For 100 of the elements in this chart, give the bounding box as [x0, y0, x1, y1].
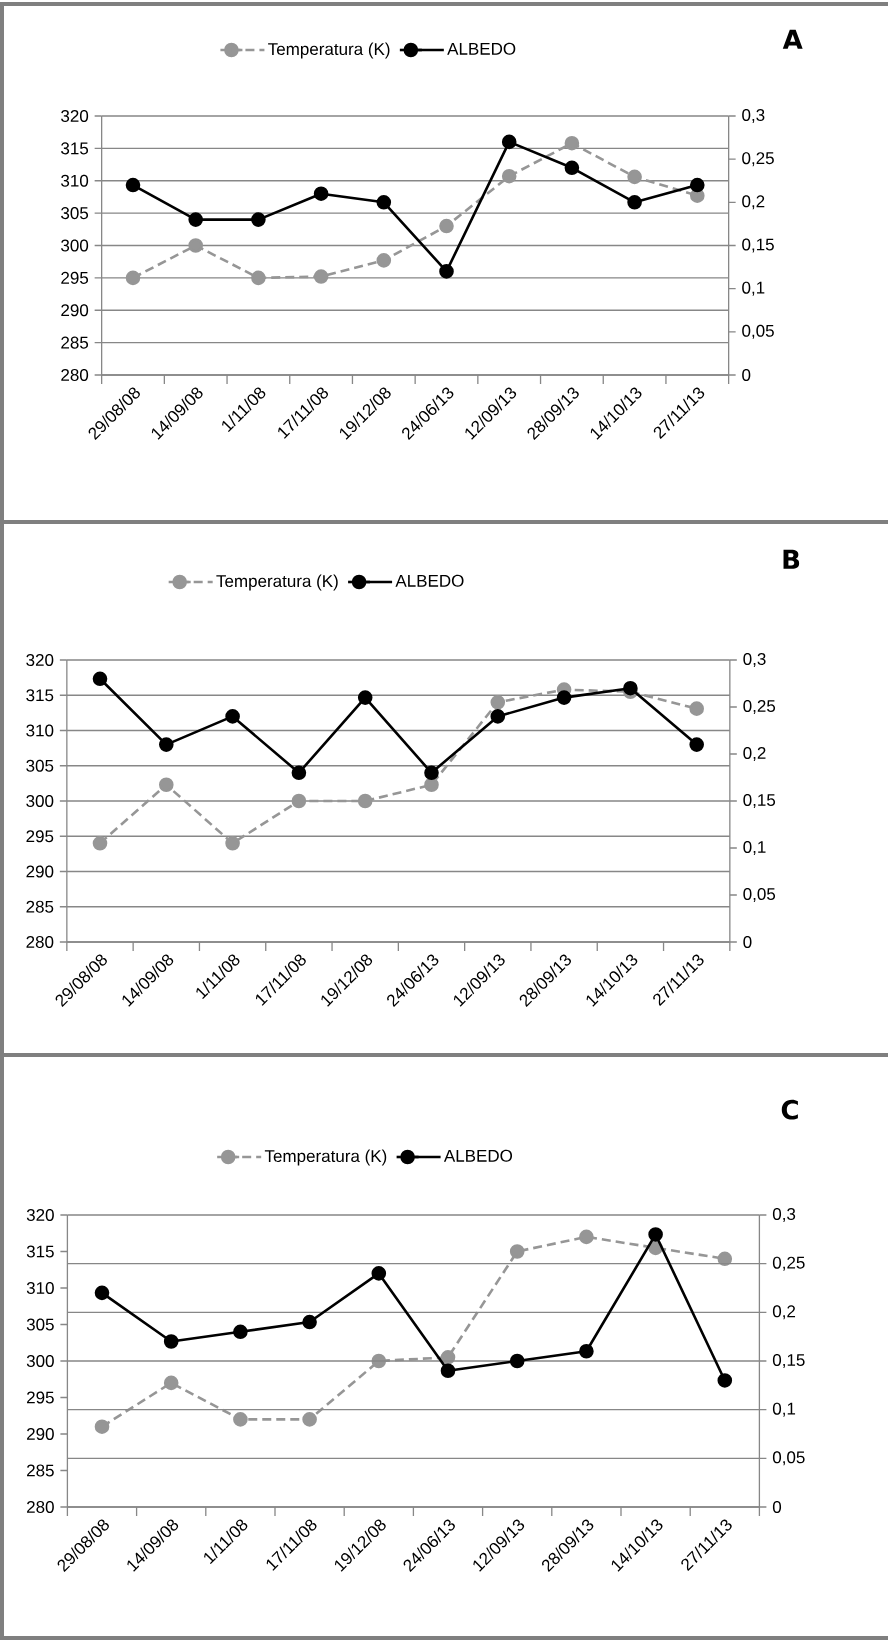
- point: [163, 1375, 179, 1391]
- legend-label: ALBEDO: [443, 1149, 513, 1162]
- point: [439, 218, 454, 234]
- y2-tick-label: 0,3: [743, 652, 766, 668]
- point: [225, 709, 240, 724]
- y-tick-label: 290: [61, 304, 89, 317]
- y-tick-label: 280: [61, 368, 89, 382]
- point: [371, 1266, 387, 1281]
- point: [94, 1285, 110, 1301]
- point: [291, 765, 307, 781]
- point: [717, 1373, 733, 1388]
- y2-tick-label: 0: [743, 935, 752, 949]
- y2-tick-label: 0,1: [743, 840, 766, 856]
- y-tick-label: 305: [26, 1318, 54, 1331]
- y-tick-label: 310: [26, 1281, 54, 1295]
- point: [94, 1419, 110, 1434]
- point: [302, 1412, 317, 1427]
- point: [125, 177, 141, 193]
- y2-tick-label: 0,15: [743, 793, 776, 809]
- y2-tick-label: 0,3: [742, 108, 765, 124]
- y-tick-label: 310: [26, 724, 54, 737]
- point: [376, 253, 392, 268]
- point: [302, 1314, 317, 1330]
- y-tick-label: 285: [61, 336, 89, 349]
- point: [490, 709, 506, 724]
- point: [125, 270, 141, 286]
- point: [439, 264, 454, 279]
- point: [564, 135, 580, 151]
- point: [564, 160, 580, 176]
- point: [357, 690, 373, 705]
- point: [556, 690, 572, 705]
- y-tick-label: 315: [26, 1245, 54, 1258]
- y-tick-label: 320: [26, 1208, 54, 1222]
- point: [92, 671, 108, 687]
- point: [690, 177, 705, 193]
- y-tick-label: 285: [26, 900, 54, 913]
- y-tick-label: 280: [27, 1500, 54, 1514]
- y2-tick-label: 0,2: [742, 195, 765, 210]
- y2-tick-label: 0,2: [772, 1305, 796, 1320]
- y2-tick-label: 0,1: [742, 281, 765, 296]
- point: [376, 195, 392, 210]
- point: [579, 1343, 594, 1359]
- point: [159, 777, 174, 793]
- y-tick-label: 310: [61, 174, 89, 187]
- point: [357, 793, 373, 809]
- y-tick-label: 285: [27, 1464, 54, 1477]
- y2-tick-label: 0,05: [743, 887, 776, 903]
- y2-tick-label: 0,15: [742, 238, 774, 253]
- y2-tick-label: 0,05: [772, 1451, 805, 1466]
- y2-tick-label: 0: [742, 368, 751, 382]
- point: [440, 1363, 456, 1379]
- y-tick-label: 315: [26, 689, 54, 702]
- point: [689, 737, 704, 752]
- y-tick-label: 305: [61, 207, 89, 220]
- y2-tick-label: 0,2: [743, 746, 766, 762]
- point: [188, 212, 203, 227]
- legend-label: Temperatura (K): [264, 1149, 387, 1166]
- point: [627, 169, 642, 185]
- point: [92, 835, 108, 851]
- y-tick-label: 320: [61, 109, 89, 123]
- legend-label: ALBEDO: [447, 42, 516, 55]
- legend-label: Temperatura (K): [216, 574, 338, 591]
- point: [623, 680, 638, 696]
- y2-tick-label: 0,25: [742, 152, 774, 167]
- point: [291, 793, 307, 809]
- point: [648, 1227, 663, 1242]
- point: [424, 765, 439, 781]
- point: [689, 701, 704, 716]
- y2-tick-label: 0: [772, 1500, 782, 1514]
- text: B: [783, 549, 800, 569]
- point: [313, 269, 329, 284]
- y-tick-label: 295: [61, 271, 89, 284]
- chart-title: C: [781, 1099, 798, 1120]
- y-tick-label: 290: [27, 1427, 54, 1441]
- y-tick-label: 300: [26, 1354, 54, 1368]
- y-tick-label: 280: [26, 935, 54, 949]
- y2-tick-label: 0,05: [742, 324, 774, 339]
- point: [717, 1251, 733, 1267]
- y-tick-label: 305: [26, 759, 54, 772]
- point: [579, 1229, 594, 1245]
- point: [163, 1334, 179, 1349]
- legend-label: Temperatura (K): [268, 42, 390, 59]
- y2-tick-label: 0,25: [743, 699, 776, 715]
- point: [501, 168, 517, 184]
- y2-tick-label: 0,15: [772, 1353, 805, 1369]
- point: [490, 694, 506, 710]
- point: [159, 737, 174, 752]
- y-tick-label: 290: [26, 865, 54, 878]
- point: [509, 1244, 525, 1259]
- point: [509, 1353, 525, 1369]
- y2-tick-label: 0,25: [772, 1256, 805, 1271]
- point: [233, 1412, 248, 1427]
- point: [251, 212, 266, 227]
- point: [225, 835, 240, 851]
- y-tick-label: 295: [27, 1391, 54, 1404]
- point: [188, 238, 203, 253]
- point: [424, 777, 439, 793]
- legend-label: ALBEDO: [395, 574, 464, 587]
- point: [501, 134, 517, 150]
- y2-tick-label: 0,3: [772, 1207, 796, 1223]
